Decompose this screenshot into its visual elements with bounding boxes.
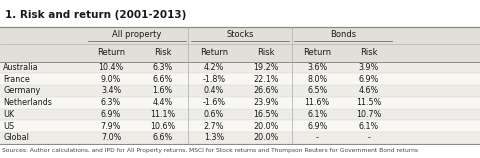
Text: 1. Risk and return (2001-2013): 1. Risk and return (2001-2013) xyxy=(5,10,186,20)
Text: -1.8%: -1.8% xyxy=(203,75,226,84)
Text: 6.9%: 6.9% xyxy=(101,110,121,119)
Text: 0.4%: 0.4% xyxy=(204,86,224,95)
Text: 0.6%: 0.6% xyxy=(204,110,224,119)
Text: 6.6%: 6.6% xyxy=(152,133,173,142)
Text: Risk: Risk xyxy=(360,49,377,57)
Text: Risk: Risk xyxy=(257,49,275,57)
Text: -1.6%: -1.6% xyxy=(203,98,226,107)
Text: 6.3%: 6.3% xyxy=(101,98,121,107)
Text: US: US xyxy=(3,122,14,131)
Text: 16.5%: 16.5% xyxy=(253,110,278,119)
Bar xyxy=(0,132,480,144)
Text: 9.0%: 9.0% xyxy=(101,75,121,84)
Text: 1.6%: 1.6% xyxy=(152,86,173,95)
Text: 6.1%: 6.1% xyxy=(307,110,327,119)
Text: 6.1%: 6.1% xyxy=(359,122,379,131)
Text: 2.7%: 2.7% xyxy=(204,122,224,131)
Text: 6.9%: 6.9% xyxy=(307,122,327,131)
Text: 23.9%: 23.9% xyxy=(253,98,279,107)
Bar xyxy=(0,97,480,109)
Bar xyxy=(0,73,480,85)
Text: 3.9%: 3.9% xyxy=(359,63,379,72)
Bar xyxy=(0,120,480,132)
Text: 8.0%: 8.0% xyxy=(307,75,327,84)
Bar xyxy=(0,109,480,120)
Bar xyxy=(0,144,480,158)
Text: All property: All property xyxy=(112,30,161,39)
Text: 3.4%: 3.4% xyxy=(101,86,121,95)
Text: 7.0%: 7.0% xyxy=(101,133,121,142)
Bar xyxy=(0,0,480,27)
Text: 26.6%: 26.6% xyxy=(253,86,278,95)
Text: 4.6%: 4.6% xyxy=(359,86,379,95)
Bar xyxy=(0,27,480,44)
Text: Stocks: Stocks xyxy=(226,30,254,39)
Text: 11.6%: 11.6% xyxy=(305,98,330,107)
Text: 7.9%: 7.9% xyxy=(101,122,121,131)
Text: Risk: Risk xyxy=(154,49,171,57)
Text: 11.5%: 11.5% xyxy=(356,98,381,107)
Text: Netherlands: Netherlands xyxy=(3,98,52,107)
Text: 22.1%: 22.1% xyxy=(253,75,279,84)
Text: 10.4%: 10.4% xyxy=(98,63,124,72)
Text: UK: UK xyxy=(3,110,14,119)
Text: Global: Global xyxy=(3,133,29,142)
Text: 4.4%: 4.4% xyxy=(152,98,173,107)
Text: 20.0%: 20.0% xyxy=(253,122,278,131)
Text: -: - xyxy=(316,133,319,142)
Text: 20.0%: 20.0% xyxy=(253,133,278,142)
Text: Germany: Germany xyxy=(3,86,41,95)
Bar xyxy=(0,62,480,73)
Text: 4.2%: 4.2% xyxy=(204,63,224,72)
Text: Return: Return xyxy=(200,49,228,57)
Text: 19.2%: 19.2% xyxy=(253,63,279,72)
Text: France: France xyxy=(3,75,30,84)
Text: Sources: Author calculations, and IPD for All Property returns, MSCI for Stock r: Sources: Author calculations, and IPD fo… xyxy=(2,148,419,153)
Bar xyxy=(0,85,480,97)
Text: 6.6%: 6.6% xyxy=(152,75,173,84)
Text: Return: Return xyxy=(97,49,125,57)
Text: 3.6%: 3.6% xyxy=(307,63,327,72)
Text: -: - xyxy=(367,133,370,142)
Text: 1.3%: 1.3% xyxy=(204,133,224,142)
Text: 6.9%: 6.9% xyxy=(359,75,379,84)
Text: 6.5%: 6.5% xyxy=(307,86,327,95)
Text: 6.3%: 6.3% xyxy=(152,63,173,72)
Text: Bonds: Bonds xyxy=(330,30,356,39)
Text: Australia: Australia xyxy=(3,63,39,72)
Text: 10.6%: 10.6% xyxy=(150,122,175,131)
Text: 11.1%: 11.1% xyxy=(150,110,175,119)
Text: 10.7%: 10.7% xyxy=(356,110,381,119)
Bar xyxy=(0,44,480,62)
Text: Return: Return xyxy=(303,49,331,57)
